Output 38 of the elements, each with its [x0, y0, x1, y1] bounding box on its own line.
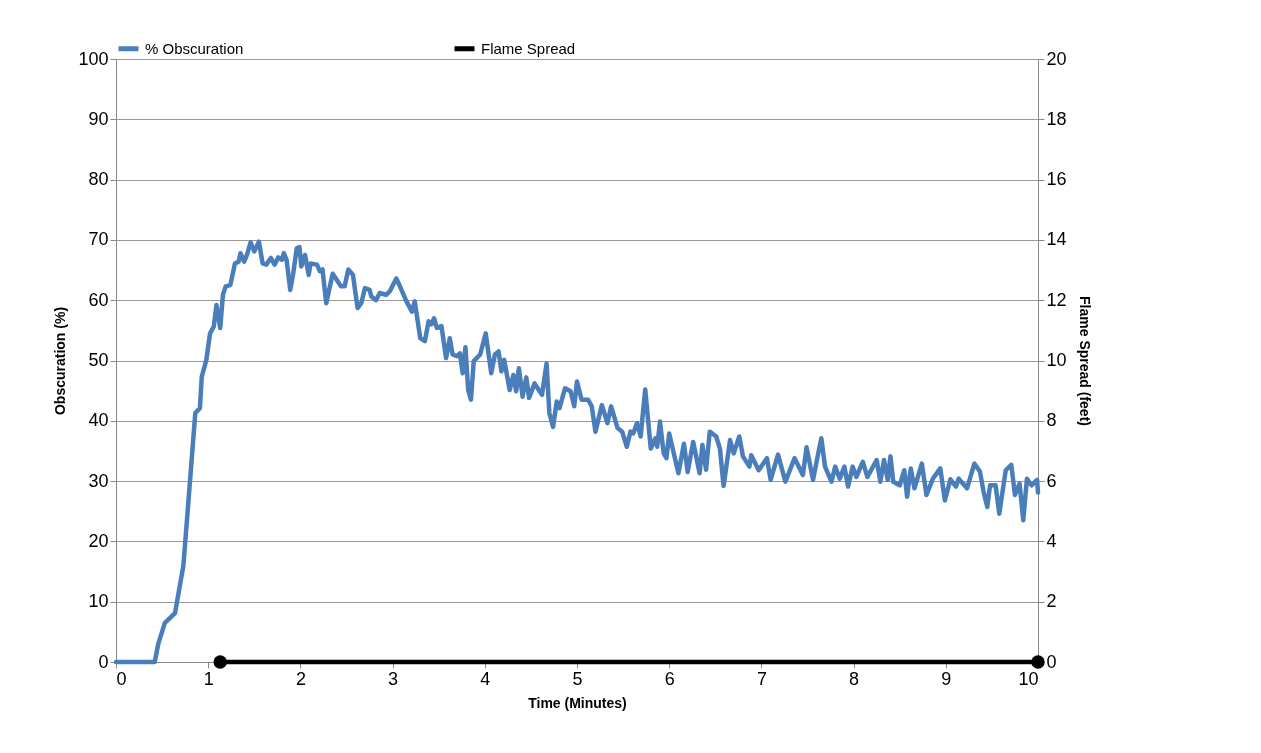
y-tick-label: 90: [88, 108, 109, 129]
y2-tick-label: 4: [1046, 530, 1057, 551]
x-tick-label: 0: [116, 668, 127, 689]
y-tick-label: 20: [88, 530, 109, 551]
x-tick-label: 5: [572, 668, 583, 689]
y2-tick-label: 6: [1046, 470, 1057, 491]
y-tick-label: 0: [98, 651, 109, 672]
x-tick-label: 6: [664, 668, 675, 689]
y-tick-label: 30: [88, 470, 109, 491]
y2-tick-label: 16: [1046, 169, 1067, 190]
legend-label: % Obscuration: [145, 39, 244, 57]
x-tick-label: 10: [1018, 668, 1039, 689]
x-tick-label: 4: [480, 668, 491, 689]
y-tick-label: 10: [88, 591, 109, 612]
y2-tick-label: 2: [1046, 591, 1057, 612]
y2-tick-label: 14: [1046, 229, 1067, 250]
x-tick-label: 2: [295, 668, 306, 689]
y-tick-label: 80: [88, 169, 109, 190]
y-axis-title: Obscuration (%): [52, 306, 69, 416]
x-tick-label: 7: [756, 668, 767, 689]
y2-tick-label: 10: [1046, 350, 1067, 370]
legend-label: Flame Spread: [481, 39, 576, 57]
y2-tick-label: 8: [1046, 410, 1057, 431]
y2-axis-title: Flame Spread (feet): [1076, 296, 1093, 426]
y-tick-label: 40: [88, 410, 109, 431]
y2-tick-label: 12: [1046, 289, 1067, 310]
x-tick-label: 3: [388, 668, 399, 689]
y-tick-label: 70: [88, 229, 109, 250]
x-tick-label: 9: [941, 668, 952, 689]
x-axis-title: Time (Minutes): [528, 694, 627, 711]
y2-tick-label: 20: [1046, 48, 1067, 69]
y2-tick-label: 18: [1046, 108, 1067, 129]
y-tick-label: 60: [88, 289, 109, 310]
x-tick-label: 1: [203, 668, 214, 689]
x-tick-label: 8: [849, 668, 860, 689]
y2-tick-label: 0: [1046, 651, 1057, 672]
y-tick-label: 100: [78, 48, 109, 69]
y-tick-label: 50: [88, 350, 109, 370]
